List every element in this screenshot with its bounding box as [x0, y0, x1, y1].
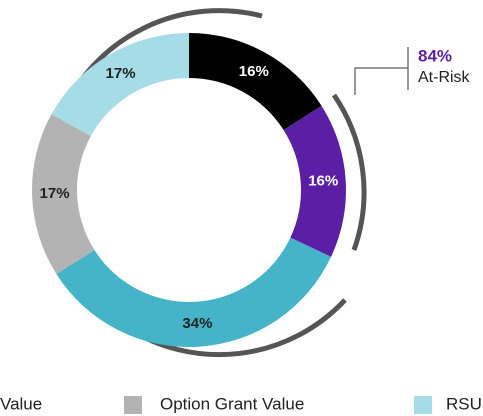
- segment-label: 16%: [308, 173, 338, 190]
- segment-label: 17%: [106, 65, 136, 82]
- donut-segment: [32, 114, 95, 275]
- at-risk-arc: [331, 93, 367, 251]
- donut-segment: [56, 237, 332, 348]
- donut-segment: [189, 33, 322, 130]
- segment-label: 16%: [239, 63, 269, 80]
- legend-swatch: [124, 396, 142, 414]
- annotation-value: 84%: [418, 46, 452, 65]
- bracket-line: [354, 67, 408, 95]
- annotation-text: At-Risk: [418, 69, 471, 86]
- legend-text: Value: [0, 394, 42, 413]
- donut-segment: [51, 33, 190, 137]
- donut-segment: [283, 105, 346, 257]
- segment-label: 17%: [40, 185, 70, 202]
- legend-text: Option Grant Value: [160, 394, 304, 413]
- legend-swatch: [414, 396, 432, 414]
- legend-text: RSU: [446, 394, 482, 413]
- segment-label: 34%: [182, 315, 212, 332]
